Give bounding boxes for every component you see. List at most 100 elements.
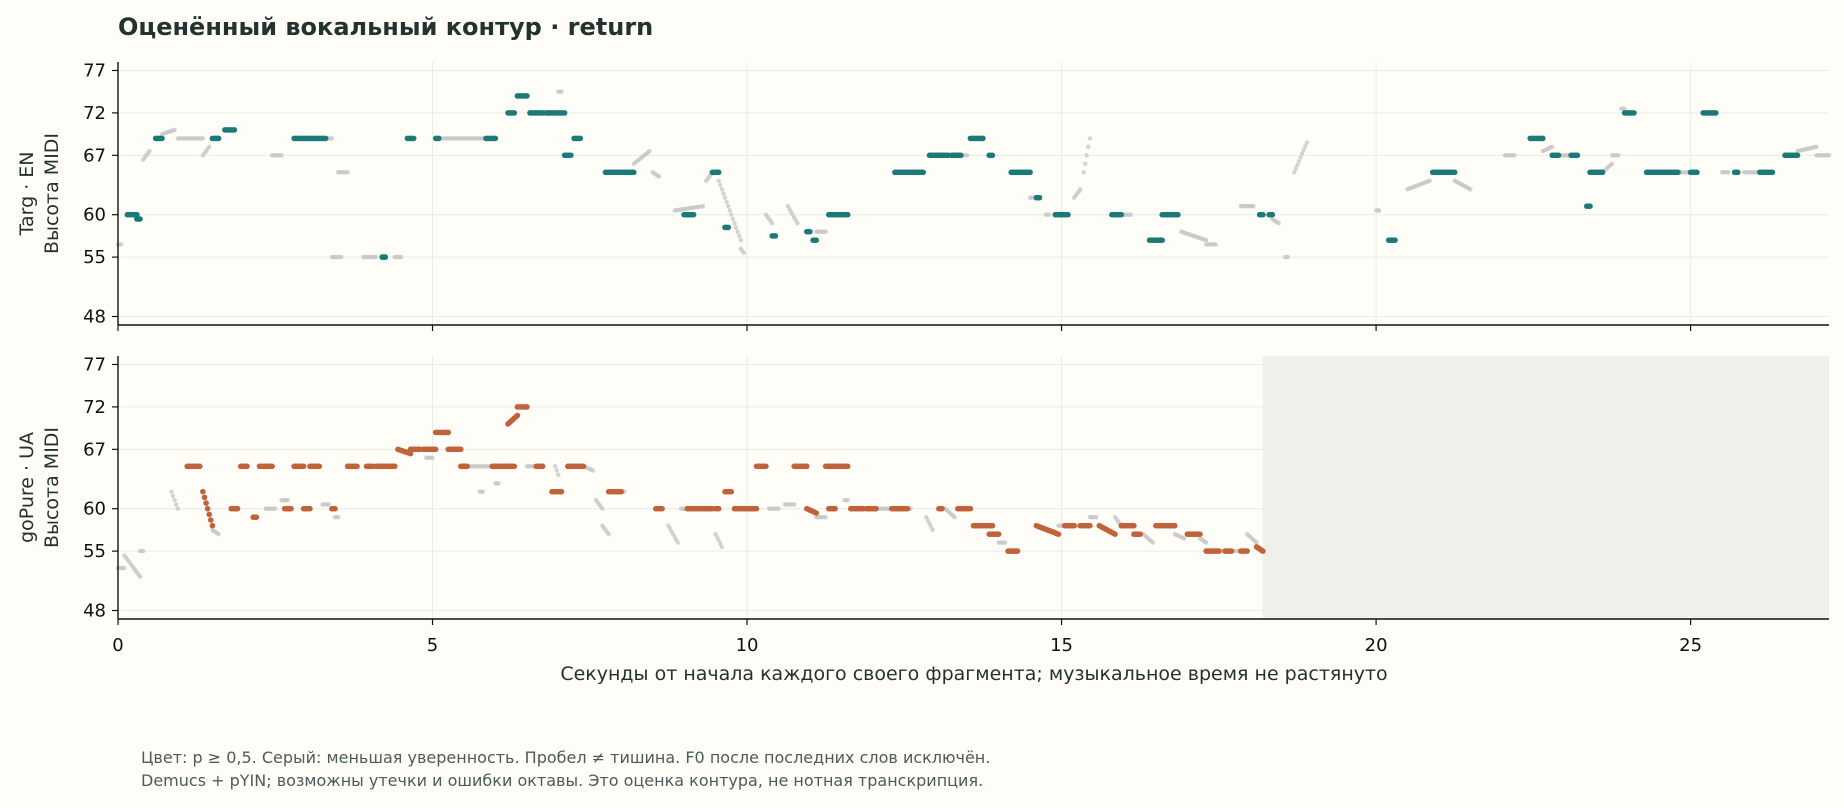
low-point-4-4 (207, 144, 212, 149)
low-point-28-4 (930, 527, 935, 533)
low-point-36-10 (1468, 187, 1473, 192)
conf-point-47-14 (1055, 531, 1062, 537)
conf-point-1-2 (203, 500, 209, 506)
low-point-26-3 (1086, 144, 1091, 149)
conf-point-10-4 (511, 110, 518, 116)
conf-point-43-8 (967, 505, 974, 512)
low-point-9-4 (430, 455, 435, 460)
low-point-24-2 (1046, 212, 1052, 217)
y-tick-label-3: 67 (83, 145, 106, 166)
conf-point-21-14 (511, 463, 518, 470)
conf-point-47-4 (1694, 169, 1700, 176)
low-point-42-2 (1622, 106, 1627, 111)
conf-point-41-4 (1555, 152, 1562, 159)
low-point-31-4 (1276, 221, 1281, 226)
conf-point-44-12 (989, 522, 996, 529)
low-point-17-0 (716, 178, 721, 183)
low-point-33-1 (1293, 166, 1299, 171)
low-point-33-0 (1292, 170, 1297, 175)
low-point-3-0 (169, 489, 174, 494)
low-point-1-4 (147, 148, 152, 154)
conf-point-17-4 (631, 169, 637, 176)
conf-point-37-2 (1269, 211, 1276, 218)
x-tick-label-5: 25 (1679, 635, 1702, 656)
conf-point-7-6 (300, 463, 307, 470)
conf-point-8-2 (436, 135, 442, 142)
conf-point-15-4 (577, 135, 584, 142)
low-point-9-8 (373, 254, 379, 260)
conf-point-1-6 (209, 522, 216, 529)
low-point-23-6 (792, 502, 797, 507)
conf-point-23-2 (813, 237, 819, 243)
x-tick-label-4: 20 (1365, 635, 1388, 656)
footnote-line-2: Demucs + pYIN; возможны утечки и ошибки … (141, 771, 983, 790)
conf-point-49-6 (1087, 522, 1093, 529)
conf-point-5-6 (231, 127, 238, 133)
conf-point-25-18 (920, 169, 926, 176)
low-point-13-10 (647, 148, 652, 154)
low-point-29-6 (1213, 242, 1218, 247)
conf-point-1-3 (204, 505, 211, 512)
grid-top (117, 62, 1829, 325)
conf-point-50-8 (1769, 169, 1776, 176)
conf-point-32-8 (1065, 211, 1071, 218)
conf-point-1-5 (208, 517, 214, 523)
conf-point-30-2 (715, 505, 722, 512)
low-point-19-4 (770, 221, 775, 226)
low-point-25-4 (1078, 187, 1083, 192)
low-point-19-6 (675, 540, 680, 545)
conf-point-42-4 (1574, 152, 1581, 159)
low-point-17-4 (606, 532, 611, 537)
y-tick-label-5: 77 (83, 354, 106, 375)
low-point-3-16 (200, 136, 206, 141)
low-point-38-6 (1550, 144, 1555, 149)
conf-point-19-4 (458, 446, 464, 453)
conf-point-1-1 (201, 494, 208, 501)
low-point-22-2 (965, 153, 970, 158)
conf-point-3-4 (244, 463, 250, 470)
y-tick-label-5: 77 (83, 60, 106, 81)
low-point-29-6 (952, 515, 957, 520)
conf-point-34-8 (804, 463, 810, 470)
x-tick-labels: 0 5 10 15 20 25 (112, 635, 1702, 656)
conf-point-11-6 (524, 93, 530, 99)
conf-point-0-6 (134, 211, 140, 218)
conf-point-27-6 (958, 152, 964, 159)
panel-top-ylabel: Высота MIDI (41, 133, 63, 254)
conf-point-32-14 (753, 505, 760, 512)
conf-point-55-8 (1216, 548, 1222, 554)
low-point-27-6 (1128, 212, 1134, 217)
conf-point-4-4 (215, 135, 222, 142)
low-point-37-4 (1204, 540, 1209, 545)
low-point-30-4 (1002, 540, 1008, 545)
conf-point-24-12 (844, 211, 851, 218)
low-point-26-2 (1084, 153, 1089, 158)
conf-point-53-12 (1172, 522, 1178, 529)
low-point-17-11 (733, 225, 739, 230)
conf-point-8-4 (307, 505, 313, 512)
low-point-0-4 (122, 565, 127, 571)
conf-point-1-4 (206, 511, 212, 518)
low-point-8-2 (336, 515, 341, 520)
chart-title: Оценённый вокальный контур · return (118, 13, 653, 41)
conf-point-20-2 (725, 224, 731, 231)
y-tick-label-4: 72 (83, 103, 106, 124)
low-point-46-12 (1814, 144, 1819, 149)
conf-point-6-2 (382, 254, 389, 260)
conf-point-38-8 (844, 463, 851, 470)
conf-point-21-2 (772, 233, 779, 239)
low-point-20-6 (795, 221, 800, 226)
low-point-33-3 (1296, 159, 1302, 164)
low-point-17-2 (719, 187, 725, 192)
y-tick-label-2: 60 (83, 499, 106, 520)
conf-point-31-2 (1036, 194, 1043, 201)
low-point-14-2 (556, 472, 561, 477)
low-point-33-6 (1301, 147, 1306, 153)
low-point-21-6 (823, 229, 828, 234)
conf-point-50-10 (1112, 531, 1118, 537)
panel-top: 48 55 60 67 72 77 Targ · EN Высота MIDI (16, 60, 1832, 331)
low-point-17-14 (738, 238, 743, 243)
conf-point-28-8 (980, 135, 986, 142)
panel-bottom-name: goPure · UA (16, 432, 38, 543)
conf-point-24-4 (539, 463, 546, 470)
